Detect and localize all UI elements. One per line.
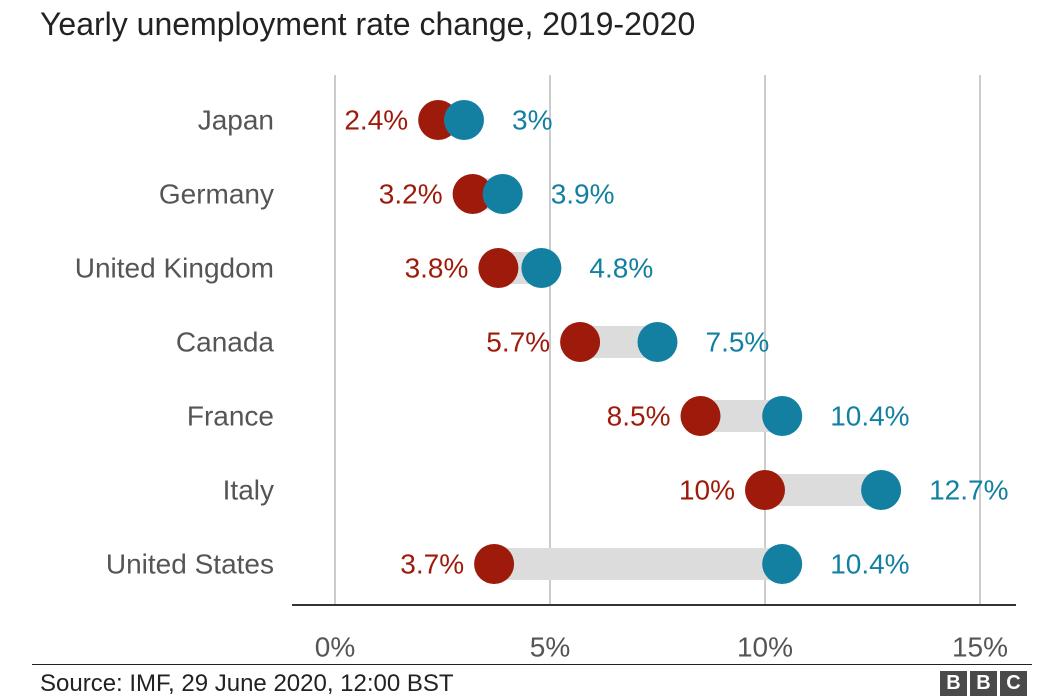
value-labels: 2.4% 3% 3.2% 3.9% 3.8% 4.8% 5.7% 7.5% 8.5% 10.4% 1… bbox=[344, 105, 1008, 580]
end-value-label: 10.4% bbox=[830, 549, 909, 580]
end-value-dot bbox=[482, 174, 523, 214]
start-value-label: 3.8% bbox=[405, 253, 469, 284]
x-tick-label: 5% bbox=[530, 632, 570, 661]
bbc-logo-block: C bbox=[1000, 671, 1027, 696]
x-tick-label: 0% bbox=[315, 632, 355, 661]
start-value-label: 10% bbox=[679, 475, 735, 506]
data-points bbox=[418, 100, 902, 584]
start-value-label: 2.4% bbox=[344, 105, 408, 136]
chart-title: Yearly unemployment rate change, 2019-20… bbox=[40, 6, 696, 42]
end-value-dot bbox=[521, 248, 562, 288]
start-value-label: 8.5% bbox=[607, 401, 671, 432]
start-value-dot bbox=[478, 248, 519, 288]
end-value-dot bbox=[637, 322, 678, 362]
bbc-logo-block: B bbox=[940, 671, 967, 696]
connector-bar bbox=[494, 548, 783, 580]
start-value-dot bbox=[474, 544, 515, 584]
category-label: France bbox=[187, 401, 274, 432]
category-labels: Japan Germany United Kingdom Canada France It… bbox=[75, 105, 275, 580]
start-value-label: 3.7% bbox=[400, 549, 464, 580]
end-value-dot bbox=[762, 544, 803, 584]
bbc-logo: B B C bbox=[940, 671, 1027, 696]
start-value-dot bbox=[680, 396, 721, 436]
start-value-dot bbox=[560, 322, 601, 362]
end-value-label: 3% bbox=[512, 105, 552, 136]
end-value-label: 7.5% bbox=[706, 327, 770, 358]
category-label: Canada bbox=[176, 327, 275, 358]
start-value-dot bbox=[452, 174, 493, 214]
source-note: Source: IMF, 29 June 2020, 12:00 BST bbox=[40, 670, 454, 697]
end-value-dot bbox=[861, 470, 902, 510]
footer-divider bbox=[32, 664, 1032, 665]
x-tick-label: 10% bbox=[737, 632, 793, 661]
end-value-dot bbox=[444, 100, 484, 140]
end-value-label: 10.4% bbox=[830, 401, 909, 432]
category-label: Germany bbox=[159, 179, 274, 210]
category-label: United Kingdom bbox=[75, 253, 274, 284]
x-tick-label: 15% bbox=[952, 632, 1008, 661]
bbc-logo-block: B bbox=[970, 671, 997, 696]
grid-lines bbox=[334, 75, 981, 605]
end-value-label: 3.9% bbox=[551, 179, 615, 210]
category-label: United States bbox=[106, 549, 274, 580]
start-value-label: 3.2% bbox=[379, 179, 443, 210]
category-label: Japan bbox=[198, 105, 274, 136]
start-value-label: 5.7% bbox=[486, 327, 550, 358]
category-label: Italy bbox=[223, 475, 274, 506]
x-axis: 0% 5% 10% 15% bbox=[292, 604, 1016, 661]
end-value-label: 4.8% bbox=[589, 253, 653, 284]
start-value-dot bbox=[745, 470, 785, 510]
dumbbell-chart: 2.4% 3% 3.2% 3.9% 3.8% 4.8% 5.7% 7.5% 8.5% 10.4% 1… bbox=[75, 75, 1016, 661]
end-value-dot bbox=[762, 396, 803, 436]
end-value-label: 12.7% bbox=[929, 475, 1008, 506]
